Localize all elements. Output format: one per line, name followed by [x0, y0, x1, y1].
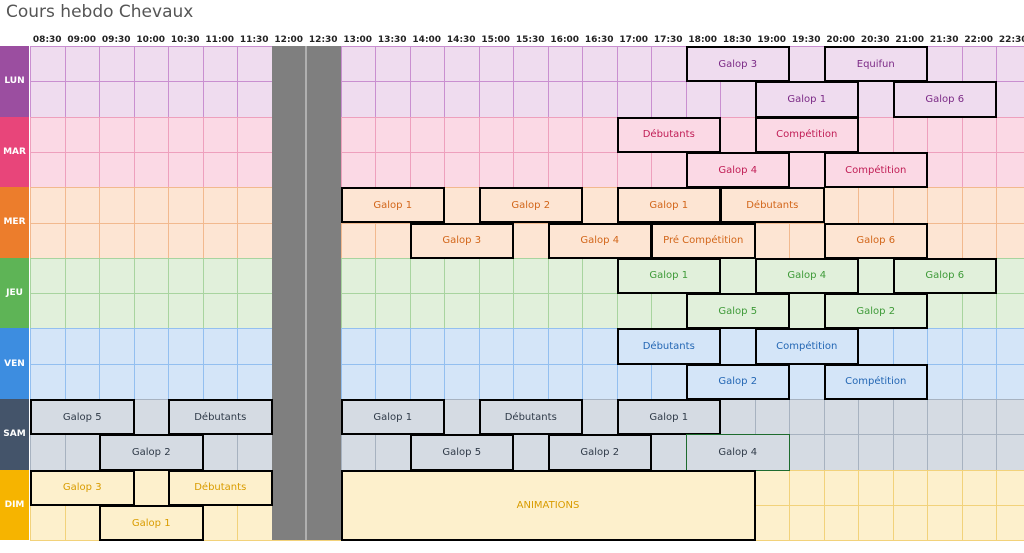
- course-block-galop-1[interactable]: Galop 1: [616, 187, 721, 224]
- day-label-sam: SAM: [0, 399, 29, 470]
- day-label-dim: DIM: [0, 469, 29, 541]
- grid-line: [892, 187, 894, 258]
- course-block-galop-1[interactable]: Galop 1: [616, 399, 721, 436]
- time-header: 09:00: [67, 35, 97, 45]
- course-block-galop-6[interactable]: Galop 6: [892, 81, 997, 118]
- course-block-galop-3[interactable]: Galop 3: [685, 46, 790, 83]
- course-block-galop-6[interactable]: Galop 6: [892, 257, 997, 295]
- grid-line: [30, 293, 1024, 295]
- time-header: 21:30: [929, 35, 959, 45]
- course-block-competition[interactable]: Compétition: [754, 328, 859, 365]
- time-header: 13:30: [377, 35, 407, 45]
- course-block-debutants[interactable]: Débutants: [168, 399, 273, 436]
- course-block-galop-2[interactable]: Galop 2: [99, 434, 204, 471]
- course-block-competition[interactable]: Compétition: [823, 151, 928, 189]
- course-block-galop-2[interactable]: Galop 2: [685, 363, 790, 400]
- course-block-galop-4[interactable]: Galop 4: [754, 257, 859, 295]
- course-block-pre-competition[interactable]: Pré Compétition: [651, 222, 756, 259]
- time-header: 22:30: [998, 35, 1024, 45]
- time-header: 18:00: [688, 35, 718, 45]
- time-header: 21:00: [895, 35, 925, 45]
- course-block-galop-4[interactable]: Galop 4: [547, 222, 652, 259]
- grid-line: [237, 187, 238, 258]
- grid-line: [99, 187, 100, 258]
- time-header: 13:00: [343, 35, 373, 45]
- time-header: 12:00: [274, 35, 304, 45]
- lunch-divider: [305, 46, 307, 541]
- course-block-debutants[interactable]: Débutants: [616, 328, 721, 365]
- time-header: 11:30: [239, 35, 269, 45]
- grid-line: [168, 187, 169, 258]
- grid-line: [30, 363, 1024, 365]
- time-header: 10:00: [136, 35, 166, 45]
- course-block-debutants[interactable]: Débutants: [168, 469, 273, 506]
- course-block-galop-6[interactable]: Galop 6: [823, 222, 928, 259]
- time-header: 16:30: [584, 35, 614, 45]
- grid-line: [30, 257, 1024, 259]
- grid-line: [202, 187, 204, 258]
- grid-line: [30, 81, 1024, 83]
- time-header: 09:30: [101, 35, 131, 45]
- grid-line: [858, 187, 859, 258]
- course-block-competition[interactable]: Compétition: [823, 363, 928, 400]
- time-header: 19:30: [791, 35, 821, 45]
- time-header: 14:30: [446, 35, 476, 45]
- time-header: 18:30: [722, 35, 752, 45]
- time-header: 14:00: [412, 35, 442, 45]
- page-title: Cours hebdo Chevaux: [6, 2, 194, 22]
- course-block-galop-2[interactable]: Galop 2: [823, 293, 928, 330]
- time-header: 15:00: [481, 35, 511, 45]
- course-block-galop-4[interactable]: Galop 4: [685, 151, 790, 189]
- day-label-mer: MER: [0, 187, 29, 258]
- time-header: 19:00: [757, 35, 787, 45]
- course-block-animations[interactable]: ANIMATIONS: [340, 469, 756, 542]
- grid-line: [133, 187, 135, 258]
- day-label-lun: LUN: [0, 46, 29, 117]
- course-block-galop-5[interactable]: Galop 5: [409, 434, 514, 471]
- time-header: 08:30: [32, 35, 62, 45]
- day-label-jeu: JEU: [0, 257, 29, 329]
- grid-line: [30, 46, 1024, 47]
- course-block-debutants[interactable]: Débutants: [478, 399, 583, 436]
- grid-line: [30, 328, 1024, 330]
- course-block-galop-1[interactable]: Galop 1: [99, 504, 204, 542]
- course-block-debutants[interactable]: Débutants: [616, 116, 721, 153]
- time-header: 20:30: [860, 35, 890, 45]
- course-block-galop-2[interactable]: Galop 2: [547, 434, 652, 471]
- time-header: 16:00: [550, 35, 580, 45]
- grid-line: [927, 187, 928, 258]
- time-header: 12:30: [308, 35, 338, 45]
- course-block-galop-1[interactable]: Galop 1: [754, 81, 859, 118]
- day-label-mar: MAR: [0, 116, 29, 188]
- course-block-galop-5[interactable]: Galop 5: [685, 293, 790, 330]
- course-block-galop-5[interactable]: Galop 5: [30, 399, 135, 436]
- course-block-galop-4[interactable]: Galop 4: [685, 434, 790, 471]
- time-header: 11:00: [205, 35, 235, 45]
- time-header: 15:30: [515, 35, 545, 45]
- course-block-competition[interactable]: Compétition: [754, 116, 859, 153]
- course-block-galop-3[interactable]: Galop 3: [30, 469, 135, 506]
- course-block-equifun[interactable]: Equifun: [823, 46, 928, 83]
- course-block-galop-1[interactable]: Galop 1: [340, 187, 445, 224]
- course-block-galop-2[interactable]: Galop 2: [478, 187, 583, 224]
- grid-line: [996, 187, 997, 258]
- time-header: 17:30: [653, 35, 683, 45]
- grid-line: [961, 187, 963, 258]
- course-block-galop-1[interactable]: Galop 1: [340, 399, 445, 436]
- course-block-galop-1[interactable]: Galop 1: [616, 257, 721, 295]
- course-block-debutants[interactable]: Débutants: [720, 187, 825, 224]
- day-label-ven: VEN: [0, 328, 29, 399]
- grid-line: [30, 116, 1024, 118]
- time-header: 10:30: [170, 35, 200, 45]
- grid-line: [30, 187, 31, 258]
- grid-line: [64, 187, 66, 258]
- time-header: 17:00: [619, 35, 649, 45]
- time-header: 20:00: [826, 35, 856, 45]
- grid-line: [30, 151, 1024, 153]
- time-header: 22:00: [964, 35, 994, 45]
- course-block-galop-3[interactable]: Galop 3: [409, 222, 514, 259]
